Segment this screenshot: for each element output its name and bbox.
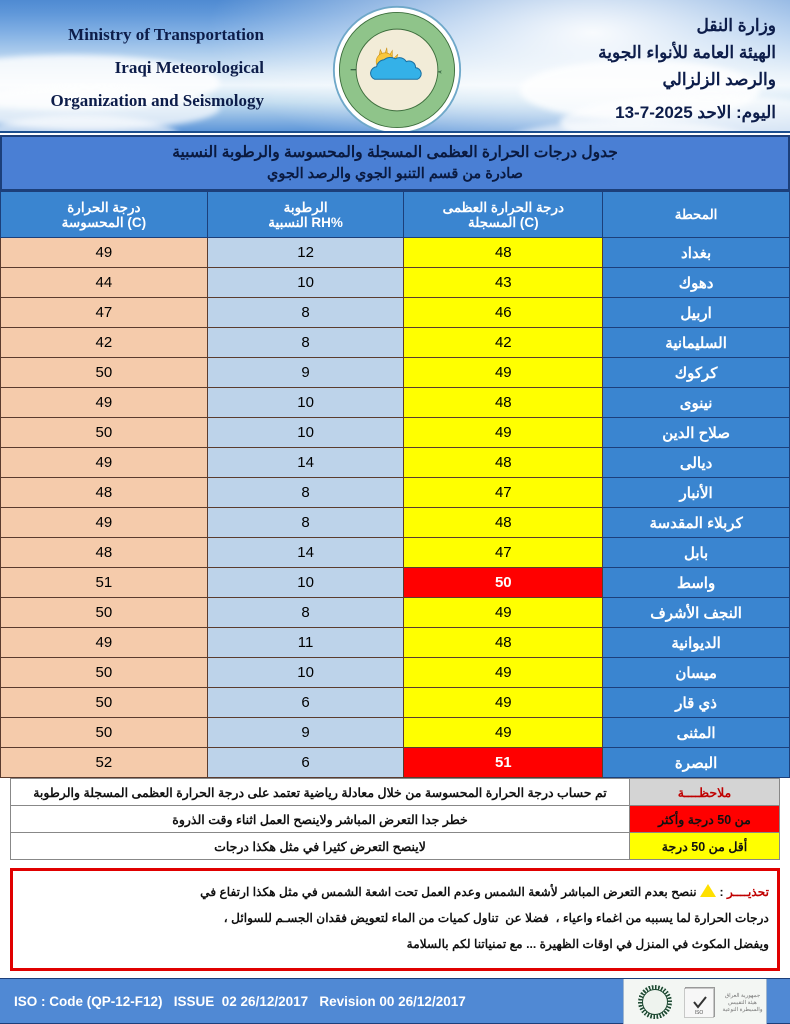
svg-text:ISO: ISO — [695, 1010, 704, 1016]
